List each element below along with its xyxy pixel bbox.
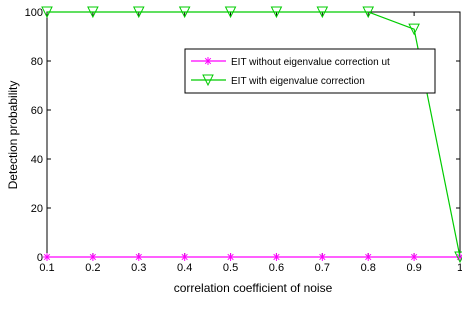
series-layer <box>41 6 462 264</box>
series-2-point <box>87 6 99 19</box>
legend-marker-series-1 <box>204 57 212 65</box>
legend-label-series-2: EIT with eigenvalue correction <box>231 76 365 87</box>
x-tick-label: 0.4 <box>177 262 192 274</box>
series-2-point <box>316 6 329 19</box>
series-2-point <box>408 23 420 36</box>
series-2-point <box>132 6 145 19</box>
series-1-point <box>43 253 51 261</box>
legend-label-series-1: EIT without eigenvalue correction ut <box>231 57 390 68</box>
x-tick-label: 0.3 <box>131 262 146 274</box>
legend-marker-symbol <box>202 74 214 87</box>
series-1-point <box>88 253 97 261</box>
x-tick-label: 1 <box>457 262 462 274</box>
y-tick-label: 0 <box>37 252 43 264</box>
x-tick-label: 0.8 <box>361 262 376 274</box>
y-tick-label: 40 <box>31 154 43 166</box>
y-axis: 0 20 40 60 80 100 <box>25 7 460 264</box>
series-1-point <box>180 253 189 261</box>
series-2-point <box>362 6 375 19</box>
series-2-point <box>454 251 462 264</box>
y-axis-label: Detection probability <box>6 81 20 190</box>
series-1-point <box>272 253 281 261</box>
x-tick-label: 0.2 <box>85 262 100 274</box>
y-tick-label: 100 <box>25 7 43 19</box>
legend-marker-series-2 <box>202 74 214 87</box>
x-axis: 0.1 0.2 0.3 0.4 0.5 0.6 0.7 0.8 0.9 1 <box>39 12 462 274</box>
series-1-point <box>226 253 235 261</box>
series-2-point <box>270 6 283 19</box>
series-1-point <box>410 253 419 261</box>
y-tick-label: 80 <box>31 56 43 68</box>
x-tick-label: 0.1 <box>39 262 54 274</box>
legend-box <box>184 48 436 94</box>
series-2-line <box>47 11 461 258</box>
y-tick-label: 20 <box>31 203 43 215</box>
x-tick-label: 0.7 <box>315 262 330 274</box>
series-2-point <box>224 6 237 19</box>
x-tick-label: 0.6 <box>269 262 284 274</box>
x-axis-label: correlation coefficient of noise <box>174 281 333 295</box>
x-tick-label: 0.5 <box>223 262 238 274</box>
series-2-point <box>178 6 191 19</box>
y-tick-label: 60 <box>31 105 43 117</box>
series-1-point <box>318 253 327 261</box>
legend-marker-symbol <box>204 57 212 65</box>
series-1-point <box>364 253 373 261</box>
x-tick-label: 0.9 <box>406 262 421 274</box>
legend: EIT without eigenvalue correction ut EIT… <box>184 48 436 94</box>
series-1-point <box>134 253 143 261</box>
series-2-point <box>41 6 53 19</box>
